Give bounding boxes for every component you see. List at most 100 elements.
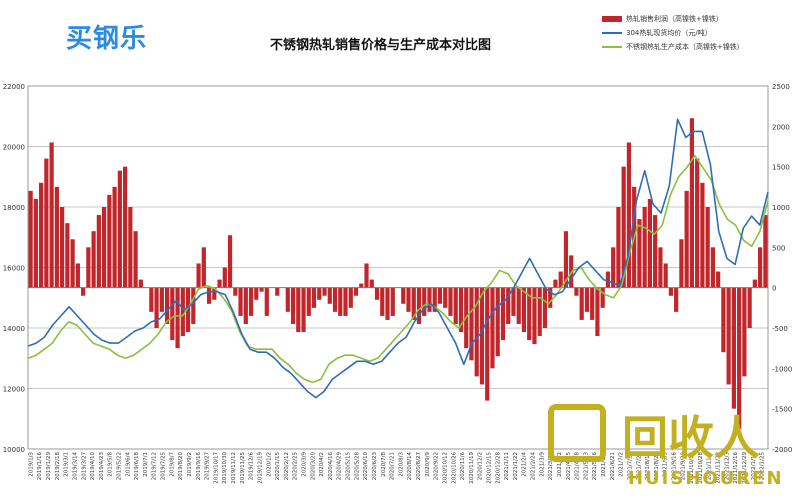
x-tick-75: 2021/10/15 xyxy=(689,452,695,484)
legend-label-profit: 热轧销售利润（高镍铁+镍铁） xyxy=(626,15,723,23)
y-left-tick-5: 20000 xyxy=(3,144,25,152)
profit-bar-27 xyxy=(170,287,175,341)
x-tick-53: 2020/12/28 xyxy=(495,452,501,484)
y-left-tick-1: 12000 xyxy=(3,386,25,394)
x-tick-52: 2020/12/15 xyxy=(487,452,493,484)
profit-bar-74 xyxy=(416,287,422,324)
profit-bar-120 xyxy=(658,247,663,288)
profit-bar-85 xyxy=(474,287,479,377)
profit-bar-89 xyxy=(495,287,500,357)
profit-bar-10 xyxy=(81,287,86,296)
profit-bar-18 xyxy=(122,166,128,288)
x-tick-0: 2019/1/3 xyxy=(28,452,34,477)
profit-bar-12 xyxy=(91,231,96,288)
x-tick-77: 2021/11/9 xyxy=(707,452,713,481)
y-right-tick-4: 0 xyxy=(772,285,776,293)
profit-bar-79 xyxy=(443,287,448,308)
profit-bar-73 xyxy=(411,287,416,320)
x-tick-40: 2020/7/8 xyxy=(381,452,387,477)
x-tick-32: 2020/3/20 xyxy=(310,452,316,481)
profit-bar-3 xyxy=(44,158,49,288)
profit-bar-62 xyxy=(353,287,359,296)
profit-bar-9 xyxy=(75,263,80,288)
profit-bar-13 xyxy=(96,215,101,288)
profit-bar-106 xyxy=(584,287,590,312)
profit-bar-37 xyxy=(222,267,227,288)
profit-bar-30 xyxy=(185,287,191,333)
watermark-icon xyxy=(548,404,606,462)
profit-bar-76 xyxy=(427,287,432,312)
profit-bar-36 xyxy=(217,279,222,288)
x-tick-33: 2020/4/2 xyxy=(319,452,325,477)
profit-bar-88 xyxy=(490,287,495,369)
x-tick-5: 2019/3/14 xyxy=(72,452,78,481)
profit-bar-55 xyxy=(317,287,322,300)
legend-swatch-price xyxy=(602,32,622,34)
profit-bar-129 xyxy=(705,207,710,288)
profit-bar-19 xyxy=(128,207,133,288)
profit-bar-1 xyxy=(33,198,38,288)
x-tick-49: 2020/11/6 xyxy=(460,452,466,481)
profit-bar-119 xyxy=(653,215,658,288)
legend-swatch-cost xyxy=(602,46,622,48)
profit-bar-99 xyxy=(548,287,553,308)
profit-bar-52 xyxy=(301,287,306,333)
x-tick-69: 2021/7/28 xyxy=(636,452,642,481)
profit-bar-126 xyxy=(689,118,694,288)
y-right-tick-2: -1000 xyxy=(772,365,792,373)
profit-bar-15 xyxy=(107,194,112,288)
profit-bar-131 xyxy=(716,271,721,288)
profit-bar-28 xyxy=(175,287,180,349)
x-tick-31: 2020/3/9 xyxy=(302,452,308,477)
y-left-tick-2: 14000 xyxy=(3,325,25,333)
profit-bar-128 xyxy=(700,182,705,288)
y-left-tick-4: 18000 xyxy=(3,204,25,212)
profit-bar-77 xyxy=(432,287,437,312)
profit-bar-133 xyxy=(726,287,731,385)
profit-bar-80 xyxy=(448,287,453,316)
profit-bar-25 xyxy=(159,287,164,312)
profit-bar-138 xyxy=(752,279,757,288)
brand-logo: 买钢乐 xyxy=(66,24,148,54)
profit-bar-45 xyxy=(264,287,269,316)
profit-bar-92 xyxy=(511,287,516,316)
profit-bar-124 xyxy=(679,239,684,288)
profit-bar-40 xyxy=(238,287,243,316)
profit-bar-42 xyxy=(248,287,254,316)
profit-bar-35 xyxy=(212,287,217,300)
legend-swatch-profit xyxy=(602,16,622,22)
x-tick-10: 2019/5/22 xyxy=(117,452,123,480)
profit-bar-134 xyxy=(731,287,736,409)
profit-bar-101 xyxy=(558,271,563,288)
profit-bar-135 xyxy=(737,287,742,429)
profit-bar-78 xyxy=(437,287,443,304)
profit-bar-81 xyxy=(453,287,458,324)
x-tick-61: 2021/4/15 xyxy=(566,452,572,481)
profit-bar-84 xyxy=(469,287,474,361)
x-tick-56: 2021/2/4 xyxy=(522,452,528,477)
profit-bar-82 xyxy=(458,287,464,333)
x-tick-9: 2019/5/8 xyxy=(108,452,114,477)
legend-item-profit: 热轧销售利润（高镍铁+镍铁） xyxy=(602,12,744,26)
profit-bar-87 xyxy=(485,287,490,401)
x-tick-4: 2019/3/1 xyxy=(64,452,70,477)
x-tick-35: 2020/4/29 xyxy=(337,452,343,481)
y-right-tick-8: 2000 xyxy=(772,123,790,131)
profit-bar-110 xyxy=(605,271,611,288)
profit-bar-98 xyxy=(542,287,548,328)
y-right-tick-0: -2000 xyxy=(772,446,792,454)
profit-bar-5 xyxy=(54,186,59,288)
profit-bar-2 xyxy=(39,182,44,288)
x-tick-71: 2021/8/23 xyxy=(654,452,660,481)
profit-bar-118 xyxy=(647,198,653,288)
profit-bar-94 xyxy=(521,287,527,333)
profit-bar-75 xyxy=(422,287,427,316)
x-tick-83: 2022/1/25 xyxy=(760,452,766,481)
profit-bar-122 xyxy=(668,287,674,296)
profit-bar-7 xyxy=(65,223,70,288)
profit-bar-123 xyxy=(674,287,679,312)
profit-bar-56 xyxy=(322,287,327,296)
x-tick-42: 2020/8/3 xyxy=(398,452,404,477)
profit-bar-32 xyxy=(196,263,201,288)
x-tick-24: 2019/11/25 xyxy=(240,452,246,484)
